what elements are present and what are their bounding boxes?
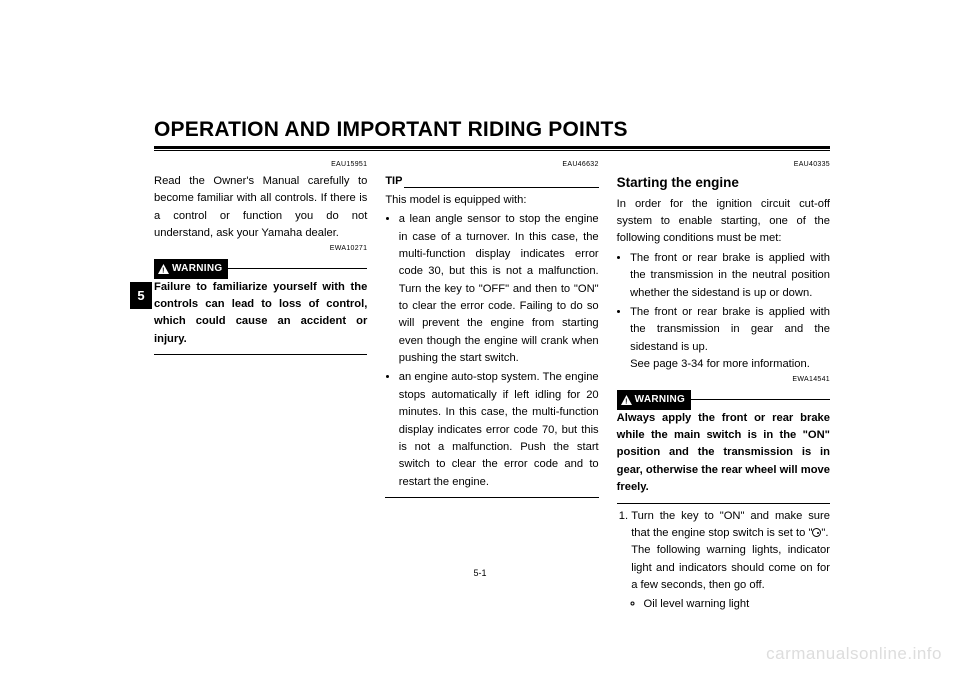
svg-text:!: ! xyxy=(625,398,628,405)
svg-text:!: ! xyxy=(162,267,165,274)
ref-code: EWA14541 xyxy=(617,375,830,386)
tip-intro: This model is equipped with: xyxy=(385,192,598,209)
divider-thick xyxy=(154,146,830,149)
ref-code: EAU46632 xyxy=(385,160,598,171)
sub-list: Oil level warning light xyxy=(631,596,830,613)
column-3: EAU40335 Starting the engine In order fo… xyxy=(617,160,830,616)
warning-label: WARNING xyxy=(635,392,685,408)
section-end-rule xyxy=(385,497,598,498)
content-columns: EAU15951 Read the Owner's Manual careful… xyxy=(154,160,830,616)
step-item: Turn the key to "ON" and make sure that … xyxy=(631,508,830,614)
list-item: an engine auto-stop system. The engine s… xyxy=(399,369,599,491)
section-end-rule xyxy=(154,354,367,355)
step-text: Turn the key to "ON" and make sure that … xyxy=(631,510,830,539)
warning-text: Always apply the front or rear brake whi… xyxy=(617,410,830,497)
watermark: carmanualsonline.info xyxy=(766,644,942,664)
section-title: Starting the engine xyxy=(617,173,830,194)
ref-code: EWA10271 xyxy=(154,244,367,255)
warning-badge: ! WARNING xyxy=(154,259,228,279)
ref-code: EAU15951 xyxy=(154,160,367,171)
chapter-tab: 5 xyxy=(130,282,152,309)
list-text: The front or rear brake is applied with … xyxy=(630,306,830,353)
list-item: a lean angle sensor to stop the engine i… xyxy=(399,211,599,367)
tip-list: a lean angle sensor to stop the engine i… xyxy=(385,211,598,491)
step-text: ". xyxy=(821,527,828,539)
warning-badge: ! WARNING xyxy=(617,390,691,410)
section-end-rule xyxy=(617,503,830,504)
warning-heading: ! WARNING xyxy=(617,390,830,410)
list-text: See page 3-34 for more information. xyxy=(630,358,810,370)
warning-triangle-icon: ! xyxy=(158,264,169,274)
divider-thin xyxy=(154,150,830,151)
tip-label: TIP xyxy=(385,173,402,190)
column-1: EAU15951 Read the Owner's Manual careful… xyxy=(154,160,367,616)
list-item: The front or rear brake is applied with … xyxy=(630,250,830,302)
tip-rule xyxy=(404,187,598,188)
list-item: Oil level warning light xyxy=(644,596,830,613)
tip-heading: TIP xyxy=(385,173,598,190)
body-text: In order for the ignition circuit cut-of… xyxy=(617,196,830,248)
steps-list: Turn the key to "ON" and make sure that … xyxy=(617,508,830,614)
conditions-list: The front or rear brake is applied with … xyxy=(617,250,830,374)
page-number: 5-1 xyxy=(0,568,960,578)
list-item: The front or rear brake is applied with … xyxy=(630,304,830,373)
warning-triangle-icon: ! xyxy=(621,395,632,405)
warning-text: Failure to familiarize yourself with the… xyxy=(154,279,367,348)
ref-code: EAU40335 xyxy=(617,160,830,171)
warning-heading: ! WARNING xyxy=(154,259,367,279)
warning-rule xyxy=(691,399,830,400)
warning-rule xyxy=(228,268,367,269)
warning-label: WARNING xyxy=(172,261,222,277)
body-text: Read the Owner's Manual carefully to bec… xyxy=(154,173,367,242)
page-title: OPERATION AND IMPORTANT RIDING POINTS xyxy=(154,118,830,142)
column-2: EAU46632 TIP This model is equipped with… xyxy=(385,160,598,616)
